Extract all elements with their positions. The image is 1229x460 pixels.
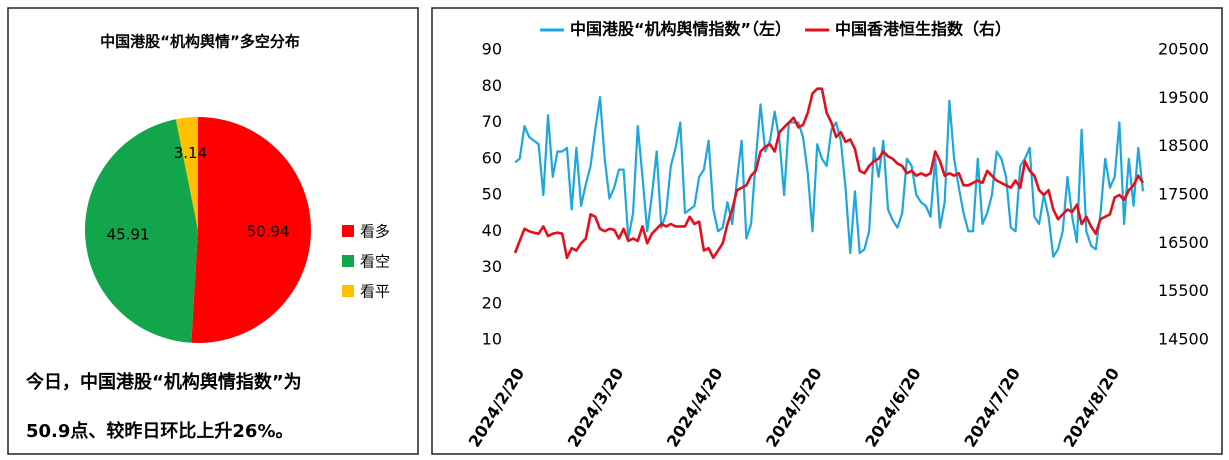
y-tick-label: 70	[482, 112, 502, 131]
y-tick-label: 40	[482, 221, 502, 240]
data-label: 45.91	[107, 225, 150, 243]
summary-line: 今日，中国港股“机构舆情指数”为	[26, 371, 302, 393]
pie-title: 中国港股“机构舆情”多空分布	[100, 33, 300, 51]
pie-slice	[175, 117, 198, 230]
legend-label: 看空	[360, 253, 390, 271]
y-tick-label: 10	[482, 330, 502, 349]
y-tick-label: 50	[482, 185, 502, 204]
y2-tick-label: 17500	[1158, 185, 1209, 204]
legend-label: 看平	[360, 283, 390, 301]
legend-label: 中国港股“机构舆情指数”（左）	[570, 20, 791, 39]
y2-tick-label: 14500	[1158, 330, 1209, 349]
line-series	[514, 96, 1145, 258]
pie-slice	[85, 119, 198, 343]
legend-label: 中国香港恒生指数（右）	[835, 20, 1011, 39]
summary-line: 50.9点、较昨日环比上升26%。	[26, 420, 294, 442]
y2-tick-label: 18500	[1158, 136, 1209, 155]
pie-slice	[191, 117, 312, 344]
y-tick-label: 80	[482, 76, 502, 95]
legend-swatch	[342, 225, 354, 237]
legend-swatch	[342, 255, 354, 267]
data-label: 50.94	[247, 223, 290, 241]
y-tick-label: 20	[482, 293, 502, 312]
legend-label: 看多	[360, 223, 390, 241]
y2-tick-label: 19500	[1158, 88, 1209, 107]
data-label: 3.14	[174, 144, 207, 162]
y-tick-label: 90	[482, 40, 502, 59]
y-tick-label: 30	[482, 257, 502, 276]
y2-tick-label: 20500	[1158, 40, 1209, 59]
legend-swatch	[342, 285, 354, 297]
line-series	[513, 87, 1145, 260]
y2-tick-label: 15500	[1158, 281, 1209, 300]
y-tick-label: 60	[482, 148, 502, 167]
y2-tick-label: 16500	[1158, 233, 1209, 252]
line-panel	[431, 7, 1223, 455]
